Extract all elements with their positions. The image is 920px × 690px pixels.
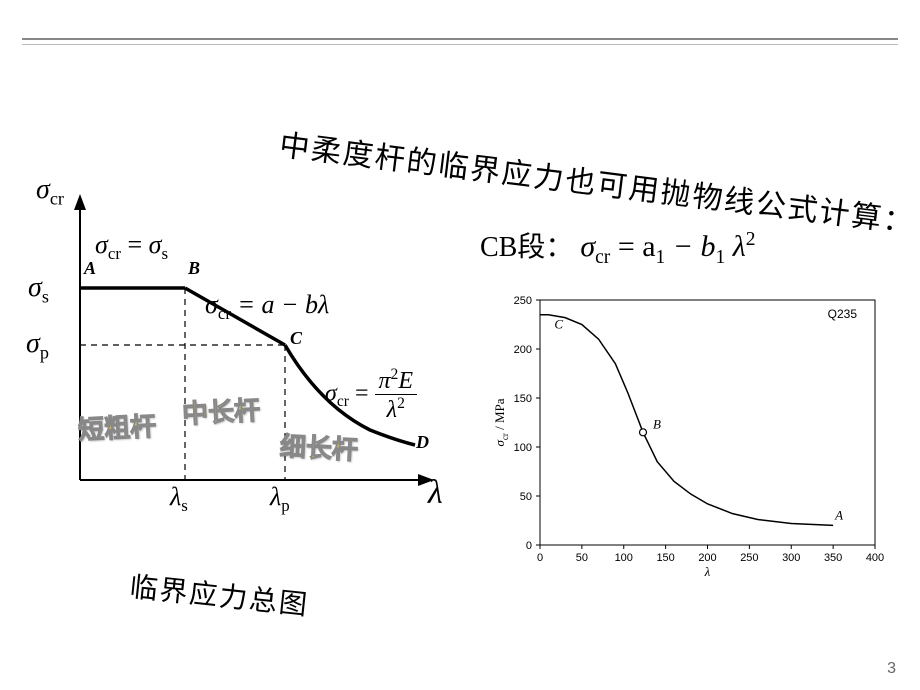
svg-text:300: 300 xyxy=(782,552,800,564)
x-lambda-s: λs xyxy=(170,482,188,516)
svg-text:50: 50 xyxy=(520,491,532,503)
svg-text:50: 50 xyxy=(576,552,588,564)
x-lambda-p: λp xyxy=(270,482,290,516)
svg-text:150: 150 xyxy=(656,552,674,564)
page-number: 3 xyxy=(887,660,896,678)
left-diagram: σcr σs σp A B C D xyxy=(30,180,460,540)
svg-text:150: 150 xyxy=(514,393,532,405)
region-medium: 中长杆 xyxy=(181,390,261,431)
svg-text:250: 250 xyxy=(514,295,532,307)
svg-text:Q235: Q235 xyxy=(828,307,858,321)
region-long: 细长杆 xyxy=(279,426,359,467)
left-diagram-caption: 临界应力总图 xyxy=(128,565,311,624)
svg-text:A: A xyxy=(834,507,843,522)
svg-text:B: B xyxy=(653,416,661,431)
svg-text:400: 400 xyxy=(866,552,884,564)
svg-text:250: 250 xyxy=(740,552,758,564)
cb-formula: CB段： σcr = a1 − b1 λ2 xyxy=(480,225,756,269)
svg-text:σcr / MPa: σcr / MPa xyxy=(492,398,510,446)
svg-text:0: 0 xyxy=(537,552,543,564)
right-chart: 0 50 100 150 200 250 300 350 400 0 50 100 150 200 250 B… xyxy=(490,290,890,580)
formula-sigma-cr-eq-sigma-s: σcr = σs xyxy=(95,230,168,264)
svg-text:C: C xyxy=(554,317,563,332)
x-axis-lambda: λ xyxy=(428,474,443,512)
svg-text:200: 200 xyxy=(514,344,532,356)
point-d-label: D xyxy=(416,432,429,453)
point-b-label: B xyxy=(188,258,200,279)
formula-euler: σcr = π2E λ2 xyxy=(325,366,417,424)
right-chart-svg: 0 50 100 150 200 250 300 350 400 0 50 100 150 200 250 B… xyxy=(490,290,890,580)
svg-text:0: 0 xyxy=(526,540,532,552)
top-divider xyxy=(22,38,898,45)
svg-text:350: 350 xyxy=(824,552,842,564)
svg-text:100: 100 xyxy=(514,442,532,454)
formula-linear: σcr = a − bλ xyxy=(205,290,329,324)
svg-text:100: 100 xyxy=(615,552,633,564)
point-c-label: C xyxy=(290,328,302,349)
svg-text:200: 200 xyxy=(698,552,716,564)
svg-text:λ: λ xyxy=(704,564,711,579)
region-short: 短粗杆 xyxy=(77,406,157,447)
